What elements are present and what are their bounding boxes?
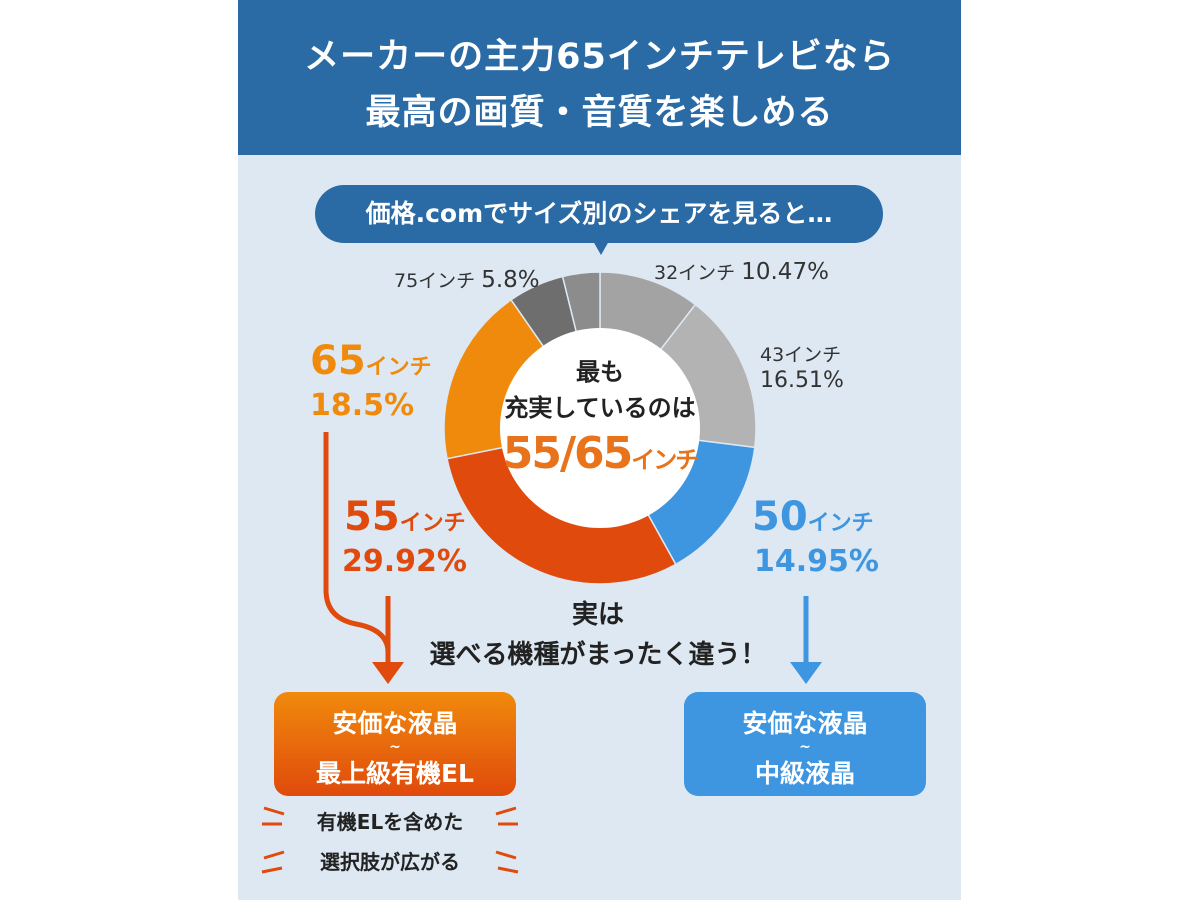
label-50-value: 14.95% (754, 544, 879, 579)
header-banner: メーカーの主力65インチテレビなら 最高の画質・音質を楽しめる (238, 0, 961, 155)
label-50-size: 50インチ (752, 494, 874, 540)
label-75: 75インチ 5.8% (394, 267, 540, 293)
center-highlight-unit: インチ (631, 446, 699, 474)
speech-bubble-tail (593, 241, 609, 255)
label-43: 43インチ 16.51% (760, 344, 844, 393)
right-arrow-head (790, 662, 822, 684)
burst-marks (261, 806, 519, 874)
center-highlight: 55/65インチ (490, 428, 710, 479)
left-category-box: 安価な液晶 ~ 最上級有機EL (274, 692, 516, 796)
label-32: 32インチ 10.47% (654, 259, 829, 285)
left-arrow-head (372, 662, 404, 684)
donut-chart (261, 271, 822, 874)
right-box-line1: 安価な液晶 (742, 709, 868, 738)
label-65-size: 65インチ (310, 338, 432, 384)
bottom-note-line1: 有機ELを含めた (316, 810, 464, 834)
left-box-tilde: ~ (389, 739, 401, 755)
header-title-line2: 最高の画質・音質を楽しめる (365, 93, 834, 133)
middle-note-line1: 実は (571, 600, 624, 630)
center-highlight-number: 55/65 (502, 428, 634, 479)
speech-bubble: 価格.comでサイズ別のシェアを見ると… (315, 185, 883, 243)
right-box-tilde: ~ (799, 739, 811, 755)
right-category-box: 安価な液晶 ~ 中級液晶 (684, 692, 926, 796)
label-55-value: 29.92% (342, 544, 467, 579)
middle-note-line2: 選べる機種がまったく違う！ (429, 640, 767, 670)
donut-hole (500, 328, 700, 528)
center-label-line2: 充実しているのは (504, 394, 696, 422)
label-65-value: 18.5% (310, 388, 415, 423)
label-55-size: 55インチ (344, 494, 466, 540)
header-title-line1: メーカーの主力65インチテレビなら (304, 37, 895, 77)
infographic-panel: メーカーの主力65インチテレビなら 最高の画質・音質を楽しめる 価格.comでサ… (238, 0, 961, 900)
center-label-line1: 最も (576, 358, 624, 386)
left-box-line2: 最上級有機EL (315, 759, 474, 788)
bottom-note-line2: 選択肢が広がる (320, 850, 460, 874)
right-box-line2: 中級液晶 (754, 759, 855, 788)
left-box-line1: 安価な液晶 (332, 709, 458, 738)
